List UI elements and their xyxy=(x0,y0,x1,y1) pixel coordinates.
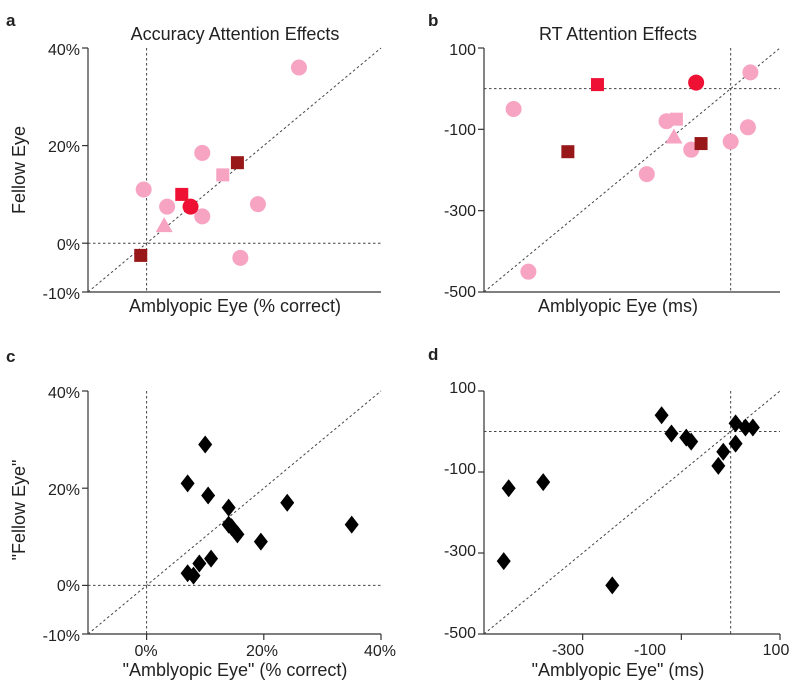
data-point-circle xyxy=(194,144,211,161)
y-tick-label: -100 xyxy=(444,461,476,478)
panel-c-plot xyxy=(82,390,382,640)
data-point-square xyxy=(216,168,230,182)
data-point-circle xyxy=(135,181,152,198)
data-point-circle xyxy=(194,208,211,225)
y-tick-label: -100 xyxy=(444,122,476,139)
unity-line xyxy=(87,47,382,293)
y-tick-label: -500 xyxy=(444,625,476,642)
data-point-diamond xyxy=(664,424,679,443)
data-point-circle xyxy=(249,196,266,213)
data-point-circle xyxy=(520,263,537,280)
data-point-circle xyxy=(182,198,199,215)
data-point-diamond xyxy=(280,493,295,512)
data-point-diamond xyxy=(654,406,669,425)
data-point-diamond xyxy=(711,456,726,475)
data-point-diamond xyxy=(204,549,219,568)
data-point-diamond xyxy=(738,418,753,437)
unity-line xyxy=(87,390,382,635)
data-point-diamond xyxy=(198,435,213,454)
data-point-circle xyxy=(722,133,739,150)
panel-c-y-axis-label: "Fellow Eye" xyxy=(9,460,29,561)
data-point-diamond xyxy=(496,552,511,571)
data-point-circle xyxy=(742,64,759,81)
panel-a-x-axis-label: Amblyopic Eye (% correct) xyxy=(129,296,341,316)
panel-b-x-axis-label: Amblyopic Eye (ms) xyxy=(538,296,698,316)
y-tick-label: -10% xyxy=(43,286,80,303)
data-point-diamond xyxy=(230,525,245,544)
y-tick-label: -300 xyxy=(444,543,476,560)
data-point-circle xyxy=(688,74,705,91)
data-point-circle xyxy=(505,101,522,117)
panel-a-plot xyxy=(82,47,382,293)
x-tick-label: 0% xyxy=(134,643,157,660)
panel-a-title: Accuracy Attention Effects xyxy=(131,24,340,44)
data-point-triangle xyxy=(665,128,683,144)
data-point-circle xyxy=(290,59,307,76)
panel-d-x-axis-label: "Amblyopic Eye" (ms) xyxy=(532,660,705,680)
x-tick-label: -100 xyxy=(634,642,666,659)
panel-d-plot xyxy=(478,390,781,640)
panel-letter-d: d xyxy=(428,345,438,364)
data-point-diamond xyxy=(192,554,207,573)
data-point-circle xyxy=(159,198,176,215)
data-point-diamond xyxy=(253,532,268,551)
panel-c-x-axis-label: "Amblyopic Eye" (% correct) xyxy=(123,660,348,680)
panel-b-title: RT Attention Effects xyxy=(539,24,697,44)
data-point-diamond xyxy=(605,576,620,595)
data-point-circle xyxy=(232,249,249,266)
data-point-diamond xyxy=(344,515,359,534)
x-tick-label: -300 xyxy=(552,642,584,659)
data-point-diamond xyxy=(180,474,195,493)
panel-a-y-axis-label: Fellow Eye xyxy=(9,126,29,214)
data-point-diamond xyxy=(728,434,743,453)
data-point-diamond xyxy=(201,486,216,505)
panel-c: c 40% 20% 0% -10% 0% 20% 40% "Fellow Eye… xyxy=(6,347,396,680)
panel-letter-c: c xyxy=(6,347,15,366)
unity-line xyxy=(483,390,781,635)
panel-b-plot xyxy=(478,47,781,293)
y-tick-label: -300 xyxy=(444,203,476,220)
data-point-diamond xyxy=(745,418,760,437)
data-point-triangle xyxy=(155,217,173,233)
data-point-diamond xyxy=(684,432,699,451)
unity-line xyxy=(483,47,781,293)
x-tick-label: 100 xyxy=(763,642,790,659)
y-tick-label: -500 xyxy=(444,284,476,301)
panel-letter-a: a xyxy=(6,11,16,30)
y-tick-label: 100 xyxy=(449,380,476,397)
y-tick-label: 40% xyxy=(48,385,80,402)
data-point-square xyxy=(694,137,708,151)
y-tick-label: 0% xyxy=(57,578,80,595)
data-point-square xyxy=(669,112,683,126)
panel-d: d 100 -100 -300 -500 -300 -100 100 "Ambl… xyxy=(428,345,789,680)
y-tick-label: 40% xyxy=(48,42,80,59)
data-point-diamond xyxy=(501,479,516,498)
data-point-diamond xyxy=(536,473,551,492)
data-point-diamond xyxy=(186,566,201,585)
x-tick-label: 20% xyxy=(246,643,278,660)
data-point-diamond xyxy=(221,498,236,517)
y-tick-label: -10% xyxy=(43,628,80,645)
data-point-square xyxy=(134,248,148,262)
panel-b: b RT Attention Effects 100 -100 -300 -50… xyxy=(428,11,781,316)
data-point-square xyxy=(561,145,575,159)
data-point-square xyxy=(590,78,604,92)
data-point-square xyxy=(175,187,189,201)
y-tick-label: 20% xyxy=(48,482,80,499)
data-point-circle xyxy=(739,119,756,136)
y-tick-label: 20% xyxy=(48,139,80,156)
data-point-square xyxy=(230,156,244,170)
x-tick-label: 40% xyxy=(364,643,396,660)
data-point-diamond xyxy=(716,442,731,461)
y-tick-label: 0% xyxy=(57,237,80,254)
y-tick-label: 100 xyxy=(449,42,476,59)
panel-a: a Accuracy Attention Effects 40% 20% 0% … xyxy=(6,11,382,316)
data-point-circle xyxy=(638,166,655,183)
panel-letter-b: b xyxy=(428,11,438,30)
